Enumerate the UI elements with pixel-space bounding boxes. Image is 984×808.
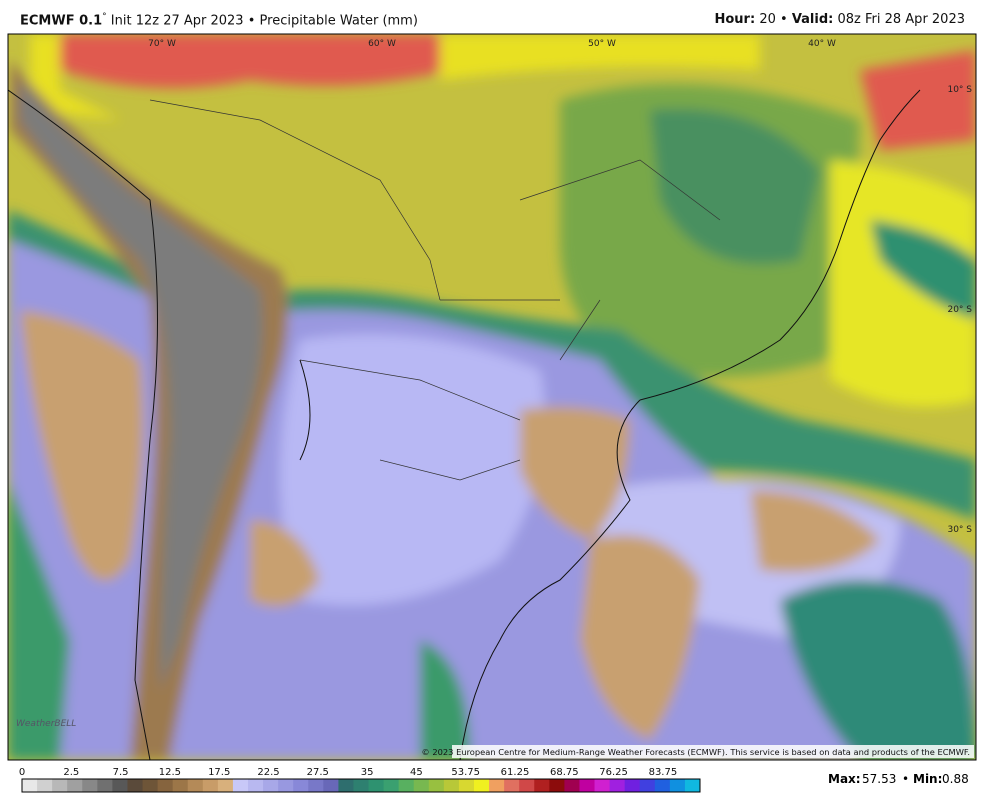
colorbar-swatch [564, 779, 580, 792]
degree: ° [102, 12, 107, 22]
product: Precipitable Water (mm) [259, 13, 418, 29]
colorbar-frame [21, 778, 701, 793]
valid-time: Hour: 20 • Valid: 08z Fri 28 Apr 2023 [714, 12, 965, 27]
colorbar-swatch [293, 779, 309, 792]
colorbar-swatch [579, 779, 596, 792]
colorbar-swatch [157, 779, 174, 792]
colorbar-swatch [187, 779, 204, 792]
separator: • [780, 12, 788, 27]
model: ECMWF 0.1 [20, 13, 103, 29]
copyright: © 2023 European Centre for Medium-Range … [421, 747, 970, 757]
colorbar-swatch [504, 779, 520, 792]
colorbar-swatch [519, 779, 535, 792]
colorbar-swatch [172, 779, 189, 792]
colorbar-swatch [112, 779, 128, 792]
colorbar-swatch [142, 779, 159, 792]
colorbar-swatch [654, 779, 671, 792]
lon-label: 40° W [808, 39, 836, 49]
colorbar-label: 12.5 [159, 767, 181, 778]
max: 57.53 [862, 772, 896, 786]
lon-label: 60° W [368, 39, 396, 49]
lat-label: 10° S [947, 85, 972, 95]
colorbar-swatch [52, 779, 68, 792]
colorbar-swatch [428, 779, 445, 792]
colorbar-swatch [37, 779, 53, 792]
init: Init 12z 27 Apr 2023 [110, 13, 244, 29]
valid: 08z Fri 28 Apr 2023 [837, 12, 966, 27]
colorbar-swatch [308, 779, 324, 792]
colorbar-label: 53.75 [451, 767, 480, 778]
lat-label: 20° S [947, 305, 972, 315]
colorbar-swatch [443, 779, 460, 792]
colorbar-label: 22.5 [257, 767, 279, 778]
colorbar-swatch [323, 779, 339, 792]
colorbar-label: 27.5 [307, 767, 329, 778]
colorbar-label: 68.75 [550, 767, 579, 778]
separator: • [247, 13, 256, 29]
colorbar-swatch [22, 779, 38, 792]
colorbar-swatch [684, 779, 701, 792]
lat-label: 30° S [947, 525, 972, 535]
hour: 20 [759, 12, 776, 27]
colorbar-swatch [278, 779, 294, 792]
colorbar-swatch [398, 779, 415, 792]
colorbar-swatch [202, 779, 219, 792]
colorbar-swatch [353, 779, 370, 792]
colorbar-swatch [232, 779, 249, 792]
hour-label: Hour: [714, 12, 756, 27]
colorbar-swatch [669, 779, 686, 792]
colorbar-label: 7.5 [113, 767, 129, 778]
colorbar-swatch [458, 779, 475, 792]
colorbar-swatch [474, 779, 490, 792]
colorbar-swatch [413, 779, 430, 792]
colorbar-label: 17.5 [208, 767, 230, 778]
colorbar-swatch [82, 779, 98, 792]
colorbar-swatch [368, 779, 385, 792]
field [8, 34, 976, 760]
valid-label: Valid: [791, 12, 834, 27]
colorbar-swatch [217, 779, 234, 792]
min-label: Min: [913, 772, 942, 786]
colorbar-swatch [594, 779, 611, 792]
colorbar-label: 61.25 [501, 767, 530, 778]
max-label: Max: [828, 772, 861, 786]
colorbar-swatch [383, 779, 400, 792]
colorbar-swatch [639, 779, 656, 792]
colorbar-swatch [248, 779, 264, 792]
colorbar-label: 35 [361, 767, 374, 778]
colorbar-swatch [534, 779, 550, 792]
colorbar-label: 45 [410, 767, 423, 778]
colorbar-label: 0 [19, 767, 25, 778]
colorbar-label: 76.25 [599, 767, 628, 778]
colorbar-label: 2.5 [63, 767, 79, 778]
colorbar-swatch [609, 779, 626, 792]
colorbar-swatch [97, 779, 113, 792]
colorbar-swatch [127, 779, 144, 792]
lon-label: 70° W [148, 39, 176, 49]
min: 0.88 [942, 772, 969, 786]
colorbar-swatch [489, 779, 505, 792]
colorbar-swatch [67, 779, 83, 792]
watermark: WeatherBELL [16, 719, 76, 729]
separator: • [902, 772, 909, 786]
colorbar-label: 83.75 [649, 767, 678, 778]
lat-labels: 10° S 20° S 30° S [947, 85, 972, 535]
colorbar-swatch [263, 779, 279, 792]
lon-label: 50° W [588, 39, 616, 49]
colorbar: 0 2.5 7.5 12.5 17.5 22.5 27.5 35 45 53.75 61.25 68.… [19, 767, 701, 793]
title: ECMWF 0.1° Init 12z 27 Apr 2023 • Precip… [20, 12, 418, 28]
lon-labels: 70° W 60° W 50° W 40° W [148, 39, 836, 49]
colorbar-swatch [338, 779, 354, 792]
colorbar-swatch [549, 779, 565, 792]
colorbar-swatch [624, 779, 641, 792]
